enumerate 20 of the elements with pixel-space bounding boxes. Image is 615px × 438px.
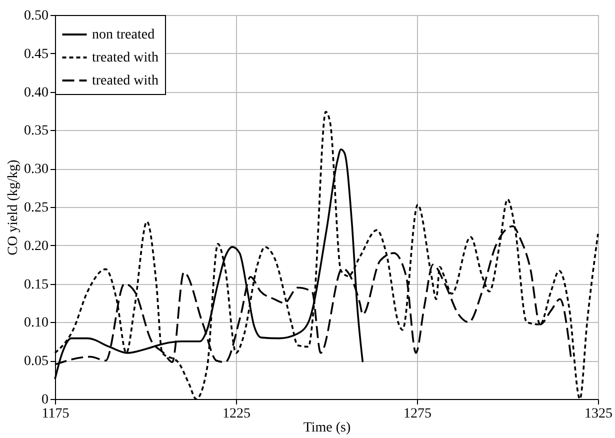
x-tick-label: 1275 — [404, 406, 432, 422]
y-tick-label: 0.40 — [24, 85, 48, 100]
x-tick-label: 1325 — [584, 406, 612, 422]
y-tick-label: 0 — [42, 392, 48, 408]
x-tick-label: 1225 — [222, 406, 250, 422]
y-tick-label: 0.35 — [24, 124, 48, 139]
y-tick-label: 0.45 — [24, 46, 48, 62]
y-tick-label: 0.05 — [24, 354, 48, 370]
y-tick-label: 0.30 — [24, 162, 48, 178]
y-tick-label: 0.25 — [24, 200, 48, 216]
y-tick-label: 0.20 — [24, 238, 48, 254]
y-axis-title: CO yield (kg/kg) — [6, 159, 21, 256]
y-tick-label: 0.50 — [24, 8, 48, 24]
y-tick-label: 0.10 — [24, 316, 48, 331]
y-tick-label: 0.15 — [24, 277, 48, 292]
legend-label: non treated — [92, 28, 155, 42]
legend-label: treated with — [92, 74, 158, 88]
legend-label: treated with — [92, 50, 158, 66]
x-axis-title: Time (s) — [303, 420, 351, 436]
x-tick-label: 1175 — [42, 406, 70, 422]
